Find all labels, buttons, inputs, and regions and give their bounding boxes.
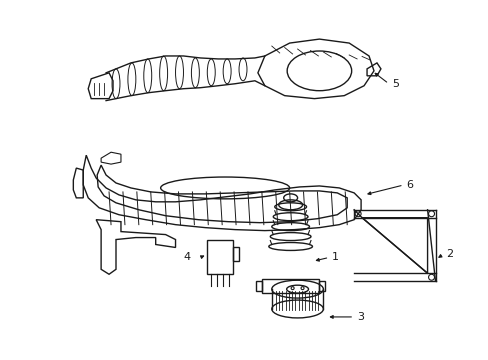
Text: 1: 1 xyxy=(332,252,339,262)
Text: 5: 5 xyxy=(391,79,398,89)
Text: 3: 3 xyxy=(356,312,364,322)
Text: 4: 4 xyxy=(183,252,190,262)
Text: 6: 6 xyxy=(406,180,413,190)
Text: 2: 2 xyxy=(446,249,453,260)
